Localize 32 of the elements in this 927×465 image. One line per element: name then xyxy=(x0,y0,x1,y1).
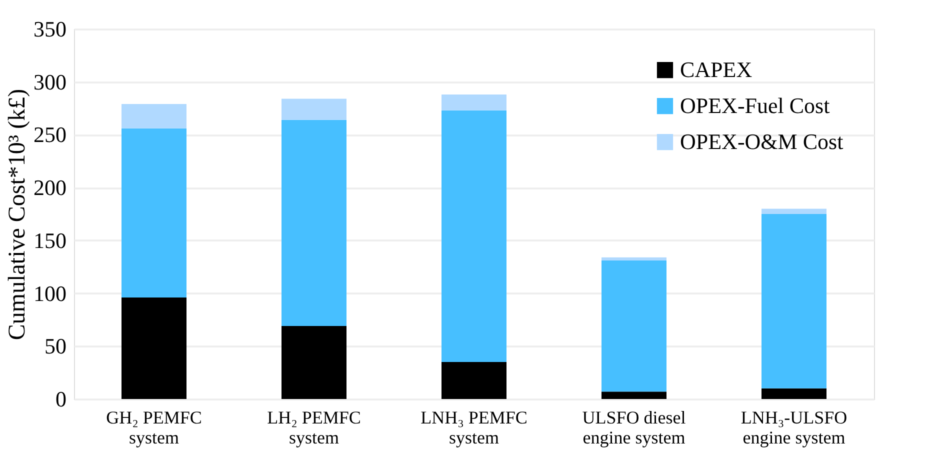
y-tick-label: 50 xyxy=(44,334,66,359)
bar xyxy=(442,110,506,362)
bar xyxy=(282,98,346,120)
y-tick-label: 100 xyxy=(34,280,66,306)
bar xyxy=(762,388,826,399)
legend-label: OPEX-Fuel Cost xyxy=(680,93,830,118)
bar xyxy=(602,257,666,261)
x-tick-label: LH₂ PEMFC system xyxy=(267,408,361,448)
bar xyxy=(282,326,346,399)
bar xyxy=(122,298,186,399)
y-tick-label: 350 xyxy=(34,16,66,42)
bar xyxy=(762,214,826,388)
x-tick-label: ULSFO diesel engine system xyxy=(582,408,686,448)
legend-label: CAPEX xyxy=(680,57,752,82)
y-tick-label: 150 xyxy=(34,228,66,253)
bar xyxy=(762,208,826,214)
y-tick-label: 250 xyxy=(34,122,66,148)
y-tick-label: 300 xyxy=(34,69,66,94)
bar xyxy=(602,392,666,399)
legend-label: OPEX-O&M Cost xyxy=(680,129,844,154)
bar xyxy=(122,104,186,128)
bar xyxy=(442,94,506,110)
x-tick-label: GH₂ PEMFC system xyxy=(106,408,202,448)
y-axis-title: Cumulative Cost*10³ (k£) xyxy=(4,88,30,340)
bar xyxy=(602,260,666,392)
bar xyxy=(442,362,506,399)
y-tick-label: 200 xyxy=(34,175,66,200)
y-tick-label: 0 xyxy=(56,386,66,412)
bar xyxy=(122,128,186,298)
bar xyxy=(282,120,346,326)
x-tick-label: LNH₃ PEMFC system xyxy=(420,408,528,448)
x-tick-label: LNH₃-ULSFO engine system xyxy=(740,408,848,448)
